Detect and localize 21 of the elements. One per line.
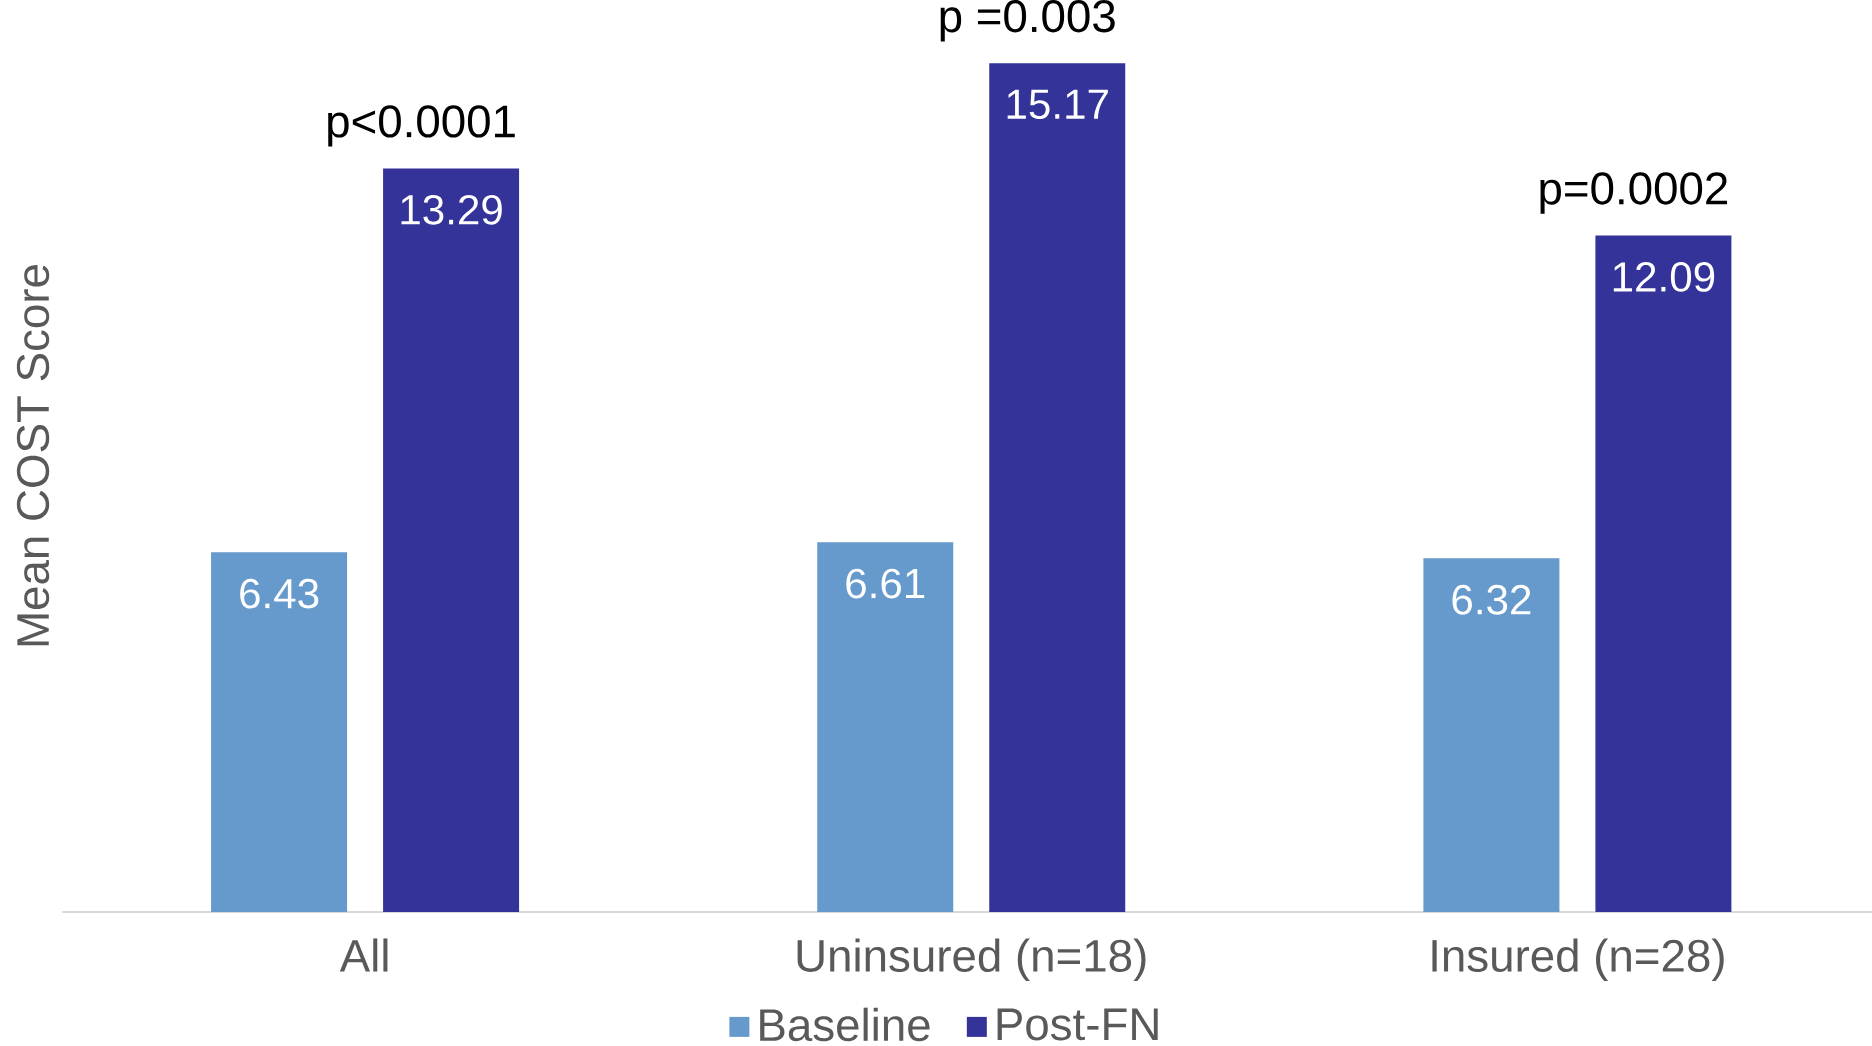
data-label: 13.29: [401, 194, 502, 225]
bar: [383, 168, 520, 912]
bar: [817, 542, 954, 912]
annotation: p<0.0001: [328, 105, 515, 147]
bar: [989, 63, 1126, 912]
bar: [211, 552, 348, 912]
data-label: 6.32: [1452, 584, 1531, 615]
x-tick-label: Uninsured (n=18): [797, 938, 1146, 982]
y-axis-title: Mean COST Score: [16, 265, 50, 646]
annotation: p=0.0002: [1540, 172, 1727, 214]
data-label: 12.09: [1613, 262, 1715, 292]
legend-label: Baseline: [760, 1007, 930, 1042]
data-label: 15.17: [1007, 89, 1108, 120]
bar: [1423, 558, 1560, 912]
legend-label: Post-FN: [997, 1008, 1158, 1041]
data-label: 6.43: [240, 578, 319, 609]
data-label: 6.61: [846, 568, 925, 599]
x-tick-label: All: [339, 938, 388, 972]
bar: [1595, 235, 1732, 912]
text: p =0.003: [940, 0, 1115, 42]
x-tick-label: Insured (n=28): [1432, 938, 1724, 982]
